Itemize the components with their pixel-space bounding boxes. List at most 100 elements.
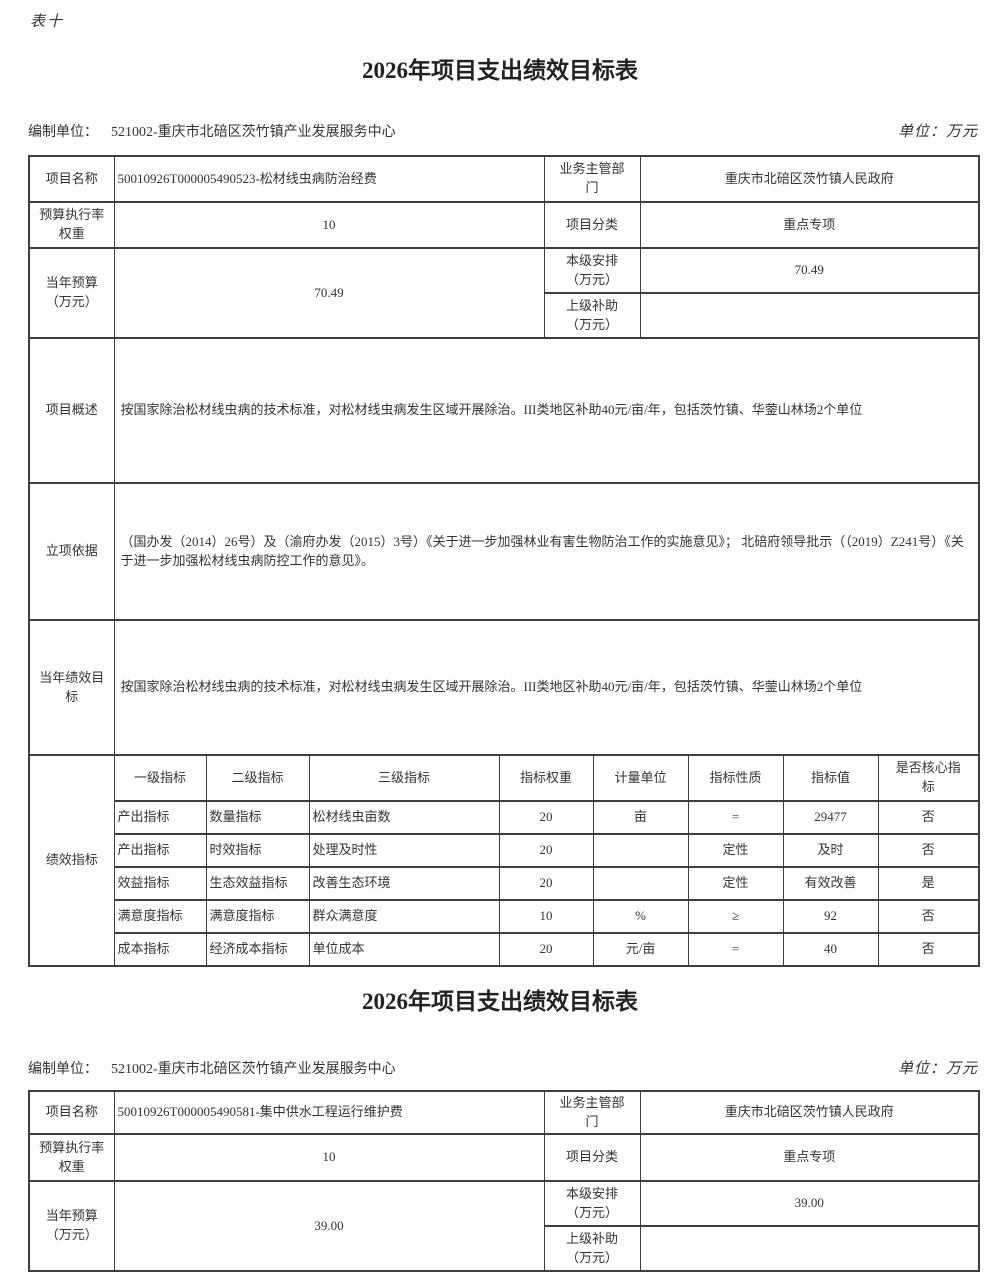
project-name-value: 50010926T000005490523-松材线虫病防治经费 — [113, 155, 545, 203]
project-name-label: 项目名称 — [28, 1090, 115, 1135]
prepared-by-label: 编制单位： — [28, 1062, 98, 1077]
report-section-1: 2026年项目支出绩效目标表 编制单位： 521002-重庆市北碚区茨竹镇产业发展… — [0, 56, 1000, 967]
budget-exec-weight-label: 预算执行率 权重 — [28, 201, 115, 249]
indicator-row: 满意度指标 满意度指标 群众满意度 10 % ≥ 92 否 — [29, 899, 980, 934]
table-row: 上级补助 （万元） — [29, 1225, 980, 1272]
upper-subsidy-value — [639, 1225, 980, 1272]
indicator-header: 三级指标 — [308, 754, 500, 802]
indicator-cell: 20 — [498, 833, 594, 868]
indicator-cell: 否 — [877, 833, 980, 868]
prepared-by-value: 521002-重庆市北碚区茨竹镇产业发展服务中心 — [111, 125, 396, 140]
local-arrangement-label: 本级安排 （万元） — [543, 1180, 641, 1227]
indicator-cell: 时效指标 — [205, 833, 310, 868]
indicator-cell: 是 — [877, 866, 980, 901]
indicator-cell: 改善生态环境 — [308, 866, 500, 901]
indicator-header: 指标性质 — [687, 754, 784, 802]
indicator-cell: 定性 — [687, 866, 784, 901]
prepared-by-2: 编制单位： 521002-重庆市北碚区茨竹镇产业发展服务中心 — [28, 1058, 396, 1078]
indicator-cell: 松材线虫亩数 — [308, 800, 500, 835]
indicator-header: 计量单位 — [592, 754, 689, 802]
upper-subsidy-label: 上级补助 （万元） — [543, 1225, 641, 1272]
table-row: 当年预算 （万元） 70.49 本级安排 （万元） 70.49 — [28, 247, 980, 339]
category-value: 重点专项 — [639, 201, 980, 249]
indicator-cell: 及时 — [782, 833, 879, 868]
indicator-cell: 20 — [498, 866, 594, 901]
indicator-cell — [592, 866, 689, 901]
indicator-cell: 20 — [498, 932, 594, 967]
category-label: 项目分类 — [543, 1133, 641, 1182]
indicator-cell: 29477 — [782, 800, 879, 835]
indicator-header: 是否核心指 标 — [877, 754, 980, 802]
indicator-cell: 成本指标 — [113, 932, 207, 967]
indicator-cell: 经济成本指标 — [205, 932, 310, 967]
annual-budget-value: 70.49 — [113, 247, 545, 339]
budget-exec-weight-value: 10 — [113, 1133, 545, 1182]
indicator-header: 二级指标 — [205, 754, 310, 802]
table-row: 项目名称 50010926T000005490523-松材线虫病防治经费 业务主… — [28, 155, 980, 203]
dept-value: 重庆市北碚区茨竹镇人民政府 — [639, 1090, 980, 1135]
table-row: 上级补助 （万元） — [29, 292, 980, 339]
indicator-cell: 10 — [498, 899, 594, 934]
indicator-cell: 有效改善 — [782, 866, 879, 901]
report-section-2: 2026年项目支出绩效目标表 编制单位： 521002-重庆市北碚区茨竹镇产业发展… — [0, 987, 1000, 1272]
indicator-row: 产出指标 时效指标 处理及时性 20 定性 及时 否 — [29, 833, 980, 868]
indicator-cell: 满意度指标 — [205, 899, 310, 934]
indicator-cell: 产出指标 — [113, 800, 207, 835]
prepared-by-1: 编制单位： 521002-重庆市北碚区茨竹镇产业发展服务中心 — [28, 121, 396, 141]
project-name-value: 50010926T000005490581-集中供水工程运行维护费 — [113, 1090, 545, 1135]
overview-label: 项目概述 — [28, 337, 115, 484]
performance-table-2: 项目名称 50010926T000005490581-集中供水工程运行维护费 业… — [28, 1090, 980, 1272]
indicator-row: 效益指标 生态效益指标 改善生态环境 20 定性 有效改善 是 — [29, 866, 980, 901]
indicator-cell: 效益指标 — [113, 866, 207, 901]
indicator-header-row: 绩效指标 一级指标 二级指标 三级指标 指标权重 计量单位 指标性质 指标值 是… — [28, 754, 980, 967]
basis-value: （国办发（2014）26号）及（渝府办发（2015）3号）《关于进一步加强林业有… — [113, 482, 980, 621]
table-row: 当年绩效目 标 按国家除治松材线虫病的技术标准，对松材线虫病发生区域开展除治。I… — [28, 619, 980, 756]
indicator-cell: 元/亩 — [592, 932, 689, 967]
basis-label: 立项依据 — [28, 482, 115, 621]
indicator-header: 一级指标 — [113, 754, 207, 802]
meta-row-2: 编制单位： 521002-重庆市北碚区茨竹镇产业发展服务中心 单位：万元 — [28, 1057, 978, 1078]
category-value: 重点专项 — [639, 1133, 980, 1182]
prepared-by-value: 521002-重庆市北碚区茨竹镇产业发展服务中心 — [111, 1062, 396, 1077]
annual-target-value: 按国家除治松材线虫病的技术标准，对松材线虫病发生区域开展除治。III类地区补助4… — [113, 619, 980, 756]
indicator-row: 产出指标 数量指标 松材线虫亩数 20 亩 = 29477 否 — [29, 800, 980, 835]
table-row: 项目概述 按国家除治松材线虫病的技术标准，对松材线虫病发生区域开展除治。III类… — [28, 337, 980, 484]
indicator-cell: 产出指标 — [113, 833, 207, 868]
indicator-header: 指标权重 — [498, 754, 594, 802]
table-row: 当年预算 （万元） 39.00 本级安排 （万元） 39.00 — [28, 1180, 980, 1272]
table-row: 立项依据 （国办发（2014）26号）及（渝府办发（2015）3号）《关于进一步… — [28, 482, 980, 621]
indicator-cell: 92 — [782, 899, 879, 934]
indicator-cell: = — [687, 800, 784, 835]
upper-subsidy-value — [639, 292, 980, 339]
local-arrangement-value: 39.00 — [639, 1180, 980, 1227]
meta-row-1: 编制单位： 521002-重庆市北碚区茨竹镇产业发展服务中心 单位：万元 — [28, 120, 978, 141]
budget-exec-weight-value: 10 — [113, 201, 545, 249]
dept-value: 重庆市北碚区茨竹镇人民政府 — [639, 155, 980, 203]
report-title-1: 2026年项目支出绩效目标表 — [362, 58, 638, 83]
indicator-row: 成本指标 经济成本指标 单位成本 20 元/亩 = 40 否 — [29, 932, 980, 967]
budget-exec-weight-label: 预算执行率 权重 — [28, 1133, 115, 1182]
indicator-header: 指标值 — [782, 754, 879, 802]
table-row: 项目名称 50010926T000005490581-集中供水工程运行维护费 业… — [28, 1090, 980, 1135]
indicator-cell: 群众满意度 — [308, 899, 500, 934]
dept-label: 业务主管部 门 — [543, 155, 641, 203]
indicator-cell: 生态效益指标 — [205, 866, 310, 901]
report-title-2: 2026年项目支出绩效目标表 — [362, 989, 638, 1014]
local-arrangement-value: 70.49 — [639, 247, 980, 294]
annual-budget-label: 当年预算 （万元） — [28, 1180, 115, 1272]
performance-table-1: 项目名称 50010926T000005490523-松材线虫病防治经费 业务主… — [28, 155, 981, 967]
upper-subsidy-label: 上级补助 （万元） — [543, 292, 641, 339]
indicator-cell: 否 — [877, 932, 980, 967]
prepared-by-label: 编制单位： — [28, 125, 98, 140]
project-name-label: 项目名称 — [28, 155, 115, 203]
dept-label: 业务主管部 门 — [543, 1090, 641, 1135]
overview-value: 按国家除治松材线虫病的技术标准，对松材线虫病发生区域开展除治。III类地区补助4… — [113, 337, 980, 484]
annual-budget-label: 当年预算 （万元） — [28, 247, 115, 339]
annual-budget-value: 39.00 — [113, 1180, 545, 1272]
unit-note: 单位：万元 — [897, 1061, 978, 1077]
indicator-cell — [592, 833, 689, 868]
indicator-cell: 否 — [877, 800, 980, 835]
indicator-cell: = — [687, 932, 784, 967]
category-label: 项目分类 — [543, 201, 641, 249]
table-row: 预算执行率 权重 10 项目分类 重点专项 — [28, 201, 980, 249]
